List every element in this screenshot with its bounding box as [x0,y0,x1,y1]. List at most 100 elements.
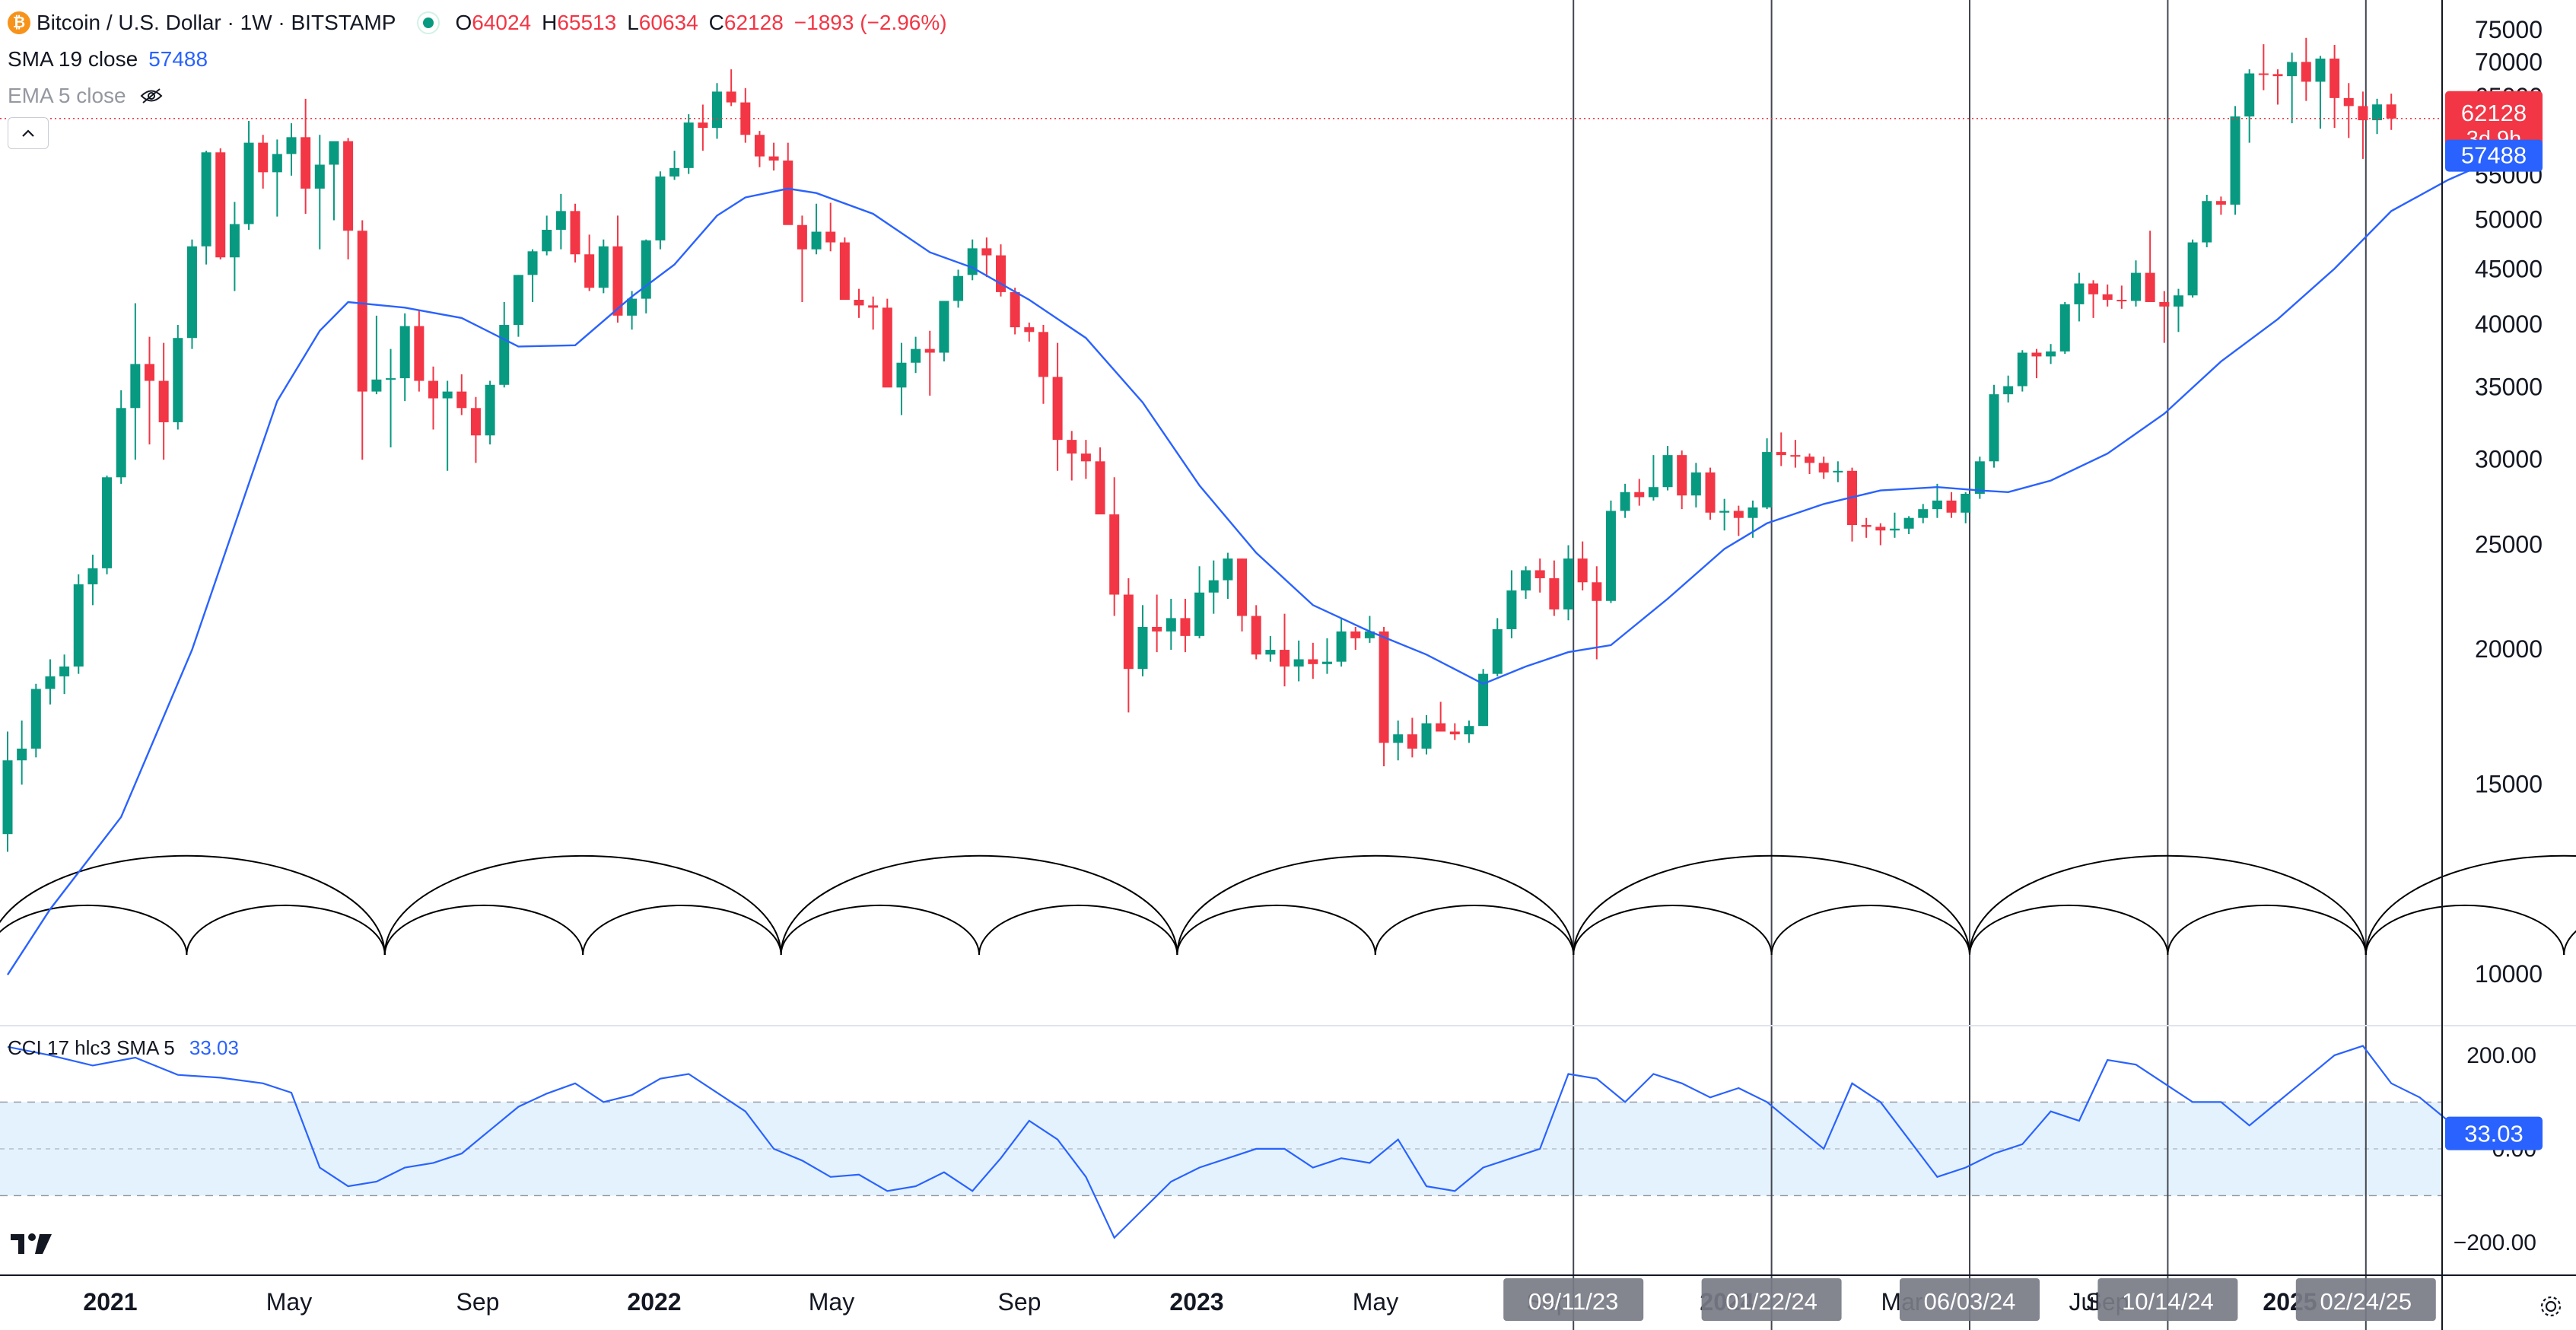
candle [1534,558,1545,593]
candle-body [683,123,694,168]
candle-body [116,408,126,478]
symbol-title[interactable]: Bitcoin / U.S. Dollar · 1W · BITSTAMP [37,11,396,34]
candle [783,142,793,225]
candle [1123,578,1134,713]
cycle-arc-small[interactable] [0,904,188,956]
cycle-arc-small[interactable] [1969,904,2169,956]
cycle-arc-large[interactable] [780,854,1178,956]
tradingview-logo-icon[interactable] [9,1228,62,1258]
cycle-arc-small[interactable] [1374,904,1575,956]
candle-body [2017,352,2027,387]
candle [598,239,609,294]
cci-legend[interactable]: CCI 17 hlc3 SMA 5 33.03 [8,1036,239,1060]
cycle-arc-large[interactable] [1176,854,1575,956]
cycle-arc-large[interactable] [1969,854,2367,956]
candle [2244,69,2255,143]
cci-label: CCI 17 hlc3 SMA 5 [8,1036,175,1059]
candle [1109,477,1120,616]
cycle-arc-large[interactable] [1573,854,1970,956]
candle-body [2003,386,2014,395]
candle [470,396,481,463]
cycle-arc-large[interactable] [383,854,782,956]
candle [513,275,523,337]
cycle-date-tag [1900,1278,2040,1321]
candle-body [953,275,964,301]
collapse-legend-button[interactable] [8,117,49,149]
candle [173,325,183,430]
gear-icon[interactable] [2538,1293,2564,1319]
candle [1223,552,1233,599]
cycle-arc-small[interactable] [1573,904,1773,956]
candle [896,342,907,415]
candle [839,237,850,301]
candle-body [2301,62,2311,82]
candle [967,239,978,281]
candle-body [329,141,339,165]
candle [456,374,467,415]
candle-body [258,142,269,173]
candle [1364,616,1375,643]
cycle-arc-large[interactable] [2365,854,2576,956]
candle-body [1705,472,1716,513]
candle-body [2287,62,2298,77]
cci-tag-text: 33.03 [2464,1121,2524,1147]
candle-body [1436,723,1446,732]
cycle-arc-small[interactable] [1770,904,1970,956]
candle-body [2258,73,2269,75]
market-status-icon[interactable] [417,11,440,34]
ema-legend[interactable]: EMA 5 close [8,84,163,108]
cci-line [7,1045,2505,1239]
candle-body [1634,492,1645,498]
cycle-arcs-drawing[interactable] [0,854,2576,956]
candle [1677,450,1687,510]
hidden-eye-icon[interactable] [140,88,163,104]
candle [1563,545,1573,621]
candle-body [1038,332,1048,377]
candle-body [1194,592,1205,636]
candle-body [825,231,836,243]
candle [797,215,807,302]
candle-body [1223,558,1233,581]
candle-body [2159,301,2170,307]
cycle-arc-small[interactable] [186,904,386,956]
candle-body [2215,201,2226,205]
cycle-arc-large[interactable] [0,854,386,956]
cycle-arc-small[interactable] [1176,904,1376,956]
candle [17,720,27,785]
candle [2088,280,2099,318]
candle [570,203,580,262]
cci-tick-label: −200.00 [2454,1230,2536,1255]
cycle-arc-small[interactable] [780,904,980,956]
candle-body [1350,631,1361,638]
time-axis-label: 2023 [1169,1288,1223,1316]
candle [1038,325,1048,404]
candle-body [612,246,623,316]
candle [882,298,892,388]
cycle-arc-small[interactable] [2365,904,2565,956]
candle [2031,348,2042,379]
candle-body [1677,455,1687,496]
cycle-arc-small[interactable] [383,904,584,956]
candle [641,239,651,313]
candle-body [854,300,864,306]
candle [953,269,964,308]
candle-body [229,224,240,258]
candle-body [1308,659,1318,664]
candle [1180,598,1191,653]
cycle-arc-small[interactable] [2167,904,2367,956]
cycle-arc-small[interactable] [582,904,782,956]
sma-legend[interactable]: SMA 19 close 57488 [8,47,208,72]
cycle-date-text: 10/14/24 [2122,1288,2214,1315]
candle [145,336,154,445]
candle [1989,384,1999,468]
symbol-legend[interactable]: ₿ Bitcoin / U.S. Dollar · 1W · BITSTAMP … [8,11,958,35]
candle-body [2372,104,2383,121]
candle-body [456,391,467,409]
cycle-arc-small[interactable] [978,904,1178,956]
cci-band-fill [0,1102,2442,1196]
cycle-arc-small[interactable] [2563,905,2576,956]
candle-body [1095,461,1105,515]
price-tick-label: 35000 [2475,373,2543,400]
